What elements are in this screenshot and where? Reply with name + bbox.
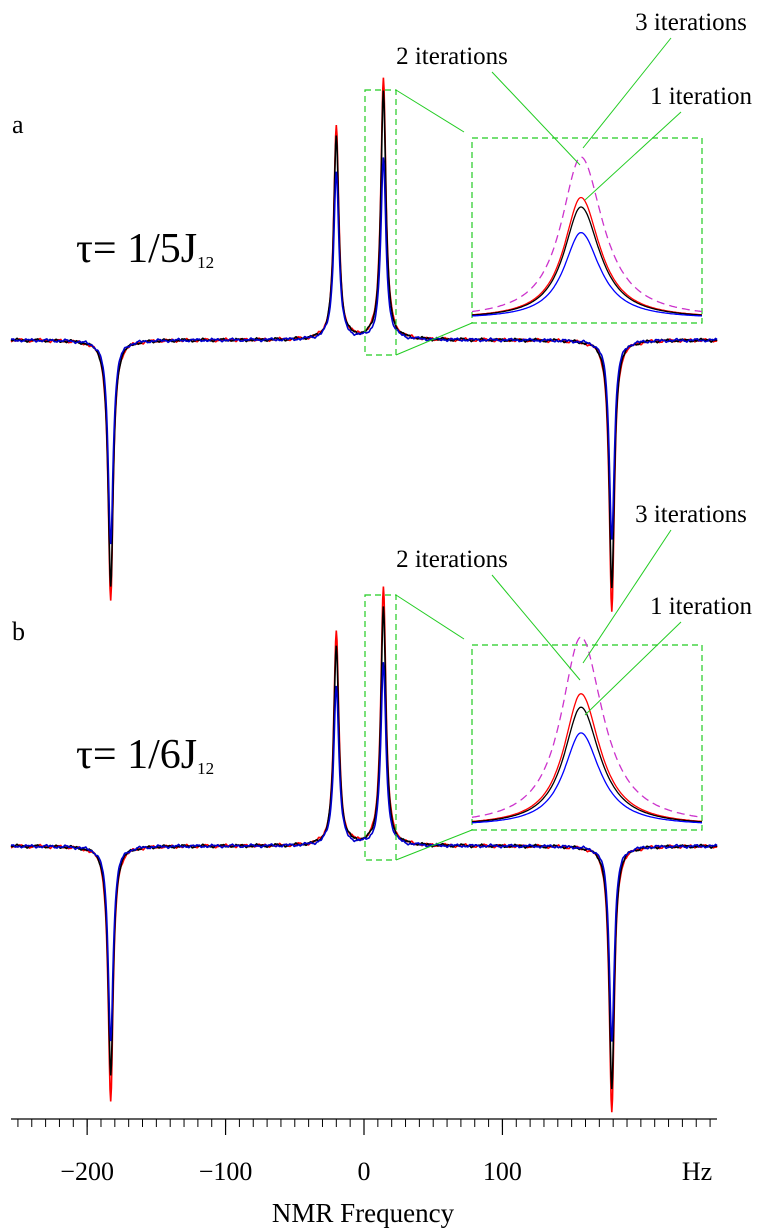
iteration-label: 1 iteration <box>650 593 753 620</box>
trace-blue <box>10 662 718 1042</box>
inset-line-1 <box>471 706 703 823</box>
tau-annotation: τ= 1/5J12 <box>76 226 214 272</box>
spectrum-panel-a: a τ= 1/5J12 3 iterations 2 iterations 1 iter… <box>10 9 753 612</box>
x-unit-label: Hz <box>682 1157 712 1186</box>
label-pointer <box>584 621 682 716</box>
label-pointer <box>582 37 672 149</box>
iteration-label: 2 iterations <box>396 43 508 70</box>
iteration-label: 3 iterations <box>635 9 747 36</box>
inset-line-2 <box>471 231 703 317</box>
iteration-label: 1 iteration <box>650 83 753 110</box>
tau-annotation: τ= 1/6J12 <box>76 732 214 778</box>
label-pointer <box>491 574 581 681</box>
spectrum-panel-b: b τ= 1/6J12 3 iterations 2 iterations 1 iter… <box>10 501 753 1113</box>
tau-value: τ= 1/6J <box>76 732 197 778</box>
inset-line-2 <box>471 732 703 824</box>
minor-ticks <box>17 1119 711 1127</box>
tau-value: τ= 1/5J <box>76 226 197 272</box>
inset-line-3 <box>471 156 703 313</box>
tick-label: −100 <box>199 1157 253 1186</box>
major-ticks: −200 −100 0 100 <box>60 1119 522 1186</box>
label-pointer <box>584 111 682 201</box>
tick-label: 0 <box>358 1157 371 1186</box>
zoom-connector <box>395 322 473 356</box>
zoom-source-box <box>364 594 397 861</box>
inset-box <box>471 644 703 831</box>
iteration-label: 2 iterations <box>396 546 508 573</box>
frequency-axis: −200 −100 0 100 Hz NMR Frequency <box>11 1118 717 1228</box>
iteration-label: 3 iterations <box>635 501 747 528</box>
trace-blue <box>10 157 718 545</box>
zoom-connector <box>395 829 473 861</box>
zoom-connector <box>395 89 465 133</box>
inset-line-0 <box>471 196 703 316</box>
tick-label: −200 <box>60 1157 114 1186</box>
inset-line-3 <box>471 636 703 818</box>
label-pointer <box>582 529 672 664</box>
inset-plot <box>471 156 703 317</box>
zoom-connector <box>395 594 465 640</box>
inset-line-1 <box>471 206 703 316</box>
inset-plot <box>471 636 703 824</box>
panel-label: a <box>12 110 24 139</box>
inset-box <box>471 137 703 324</box>
tau-subscript: 12 <box>197 253 214 272</box>
panel-label: b <box>12 617 25 646</box>
label-pointer <box>491 71 581 166</box>
tau-subscript: 12 <box>197 759 214 778</box>
x-axis-title: NMR Frequency <box>272 1198 455 1228</box>
inset-line-0 <box>471 693 703 823</box>
tick-label: 100 <box>483 1157 522 1186</box>
zoom-source-box <box>364 89 397 356</box>
